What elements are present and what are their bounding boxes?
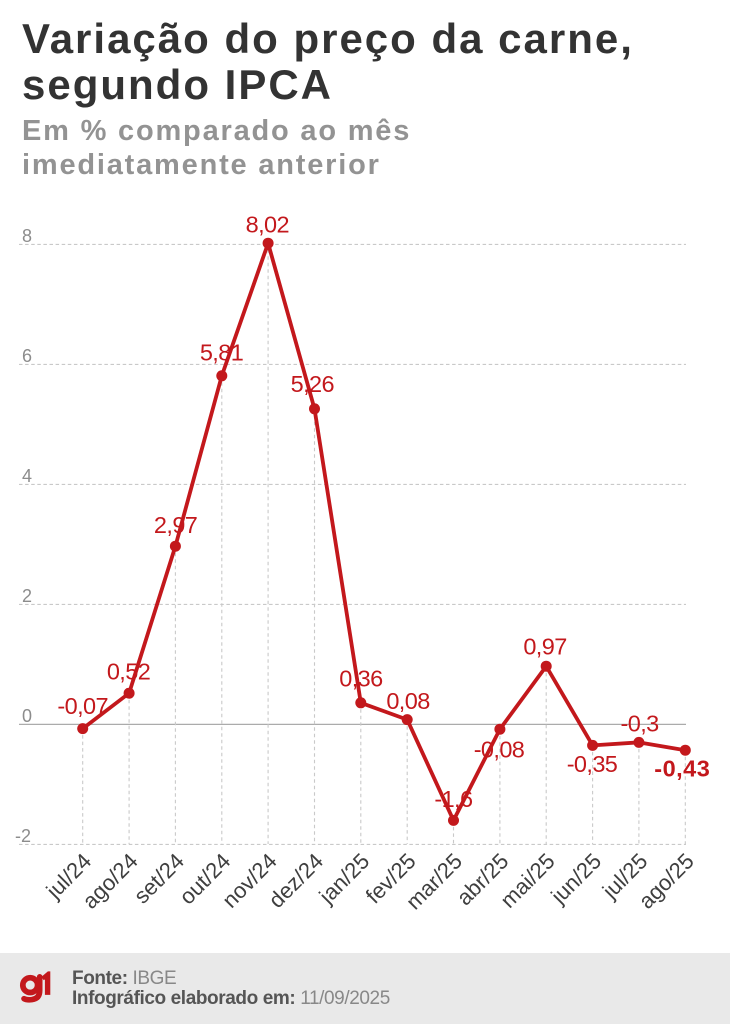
- svg-text:4: 4: [22, 466, 32, 486]
- svg-text:-0,43: -0,43: [654, 756, 710, 782]
- svg-text:jan/25: jan/25: [314, 848, 375, 909]
- svg-text:5,81: 5,81: [200, 339, 243, 365]
- svg-text:0,36: 0,36: [339, 666, 383, 692]
- svg-text:0,97: 0,97: [523, 633, 566, 659]
- svg-text:2: 2: [22, 586, 32, 606]
- svg-text:-0,35: -0,35: [567, 751, 618, 777]
- svg-text:2,97: 2,97: [154, 512, 197, 538]
- svg-text:8,02: 8,02: [246, 212, 289, 238]
- svg-text:0,08: 0,08: [386, 688, 430, 714]
- svg-text:-2: -2: [15, 826, 31, 846]
- svg-text:-1,6: -1,6: [434, 786, 473, 812]
- svg-text:set/24: set/24: [129, 848, 189, 908]
- svg-text:8: 8: [22, 226, 32, 246]
- svg-text:-0,08: -0,08: [474, 737, 525, 763]
- svg-text:6: 6: [22, 346, 32, 366]
- svg-text:0,52: 0,52: [107, 659, 150, 685]
- svg-text:5,26: 5,26: [291, 371, 335, 397]
- svg-text:0: 0: [22, 706, 32, 726]
- svg-text:-0,07: -0,07: [57, 693, 108, 719]
- svg-text:jun/25: jun/25: [545, 848, 606, 909]
- svg-text:-0,3: -0,3: [621, 710, 660, 736]
